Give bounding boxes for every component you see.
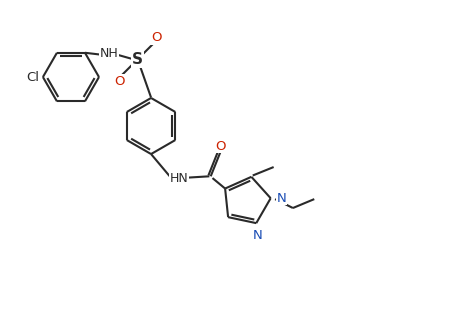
Text: O: O [215, 140, 226, 152]
Text: N: N [252, 230, 262, 242]
Text: NH: NH [100, 47, 119, 60]
Text: Cl: Cl [26, 71, 40, 83]
Text: N: N [277, 192, 286, 205]
Text: O: O [114, 74, 124, 88]
Text: O: O [151, 31, 162, 44]
Text: HN: HN [169, 172, 188, 185]
Text: S: S [132, 52, 143, 67]
